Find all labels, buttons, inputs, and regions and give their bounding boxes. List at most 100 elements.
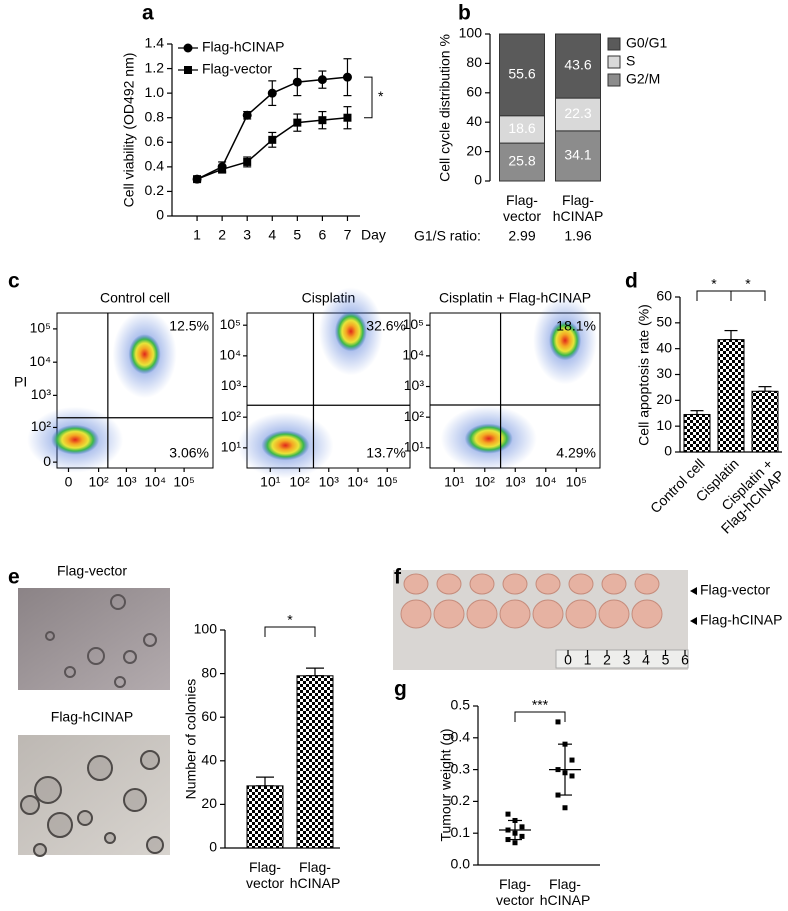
- legend-marker: [184, 66, 192, 74]
- text-line: hCINAP: [540, 892, 591, 908]
- x-tick-label: 4: [268, 227, 276, 243]
- image-title: Flag-hCINAP: [51, 709, 133, 725]
- colonies: [20, 750, 164, 857]
- y-tick-label: 10⁴: [29, 353, 51, 369]
- ruler-label: 0: [564, 652, 572, 668]
- x-tick-label: 1: [193, 227, 201, 243]
- x-tick-label: 10⁵: [566, 474, 587, 490]
- legend-label: S: [626, 53, 635, 69]
- significance-label: *: [745, 276, 751, 292]
- legend-label: Flag-hCINAP: [202, 39, 284, 55]
- tumour: [502, 573, 528, 595]
- image-title: Flag-vector: [57, 563, 127, 579]
- significance-bracket: [730, 290, 766, 301]
- marker: [268, 135, 277, 144]
- y-tick-label: 40: [201, 752, 217, 768]
- ruler-label: 6: [681, 652, 689, 668]
- y-tick-label: 60: [656, 288, 672, 304]
- marker: [267, 88, 277, 98]
- x-tick-label: 10⁴: [144, 474, 166, 490]
- value-label: 43.6: [564, 57, 591, 73]
- population-core: [464, 423, 513, 454]
- y-tick-label: 10¹: [404, 439, 425, 455]
- value-label: 18.6: [508, 120, 535, 136]
- x-tick-label: 10¹: [444, 474, 465, 490]
- ratio-label: G1/S ratio:: [414, 228, 481, 244]
- x-tick-label: 10²: [289, 474, 310, 490]
- x-tick-label: 10³: [319, 474, 340, 490]
- data-point: [562, 805, 568, 811]
- x-tick-label: Flag-vector: [246, 859, 284, 891]
- y-axis-label: Cell apoptosis rate (%): [636, 304, 652, 446]
- colony-photo: [18, 588, 170, 690]
- x-axis-label: Day: [361, 227, 386, 243]
- population-core: [334, 311, 367, 352]
- population-core: [261, 430, 310, 461]
- significance-bracket: [514, 711, 566, 722]
- y-tick-label: 0.6: [145, 133, 165, 149]
- data-point: [505, 811, 511, 817]
- photo-label: Flag-vector: [700, 582, 770, 598]
- y-tick-label: 10⁵: [220, 316, 241, 332]
- y-axis-label: Number of colonies: [183, 679, 199, 800]
- tumour: [499, 599, 531, 629]
- x-tick-label: 10²: [475, 474, 496, 490]
- y-tick-label: 0.4: [451, 729, 471, 745]
- y-tick-label: 0: [209, 839, 217, 855]
- tumour: [568, 573, 594, 595]
- x-tick-label: 7: [344, 227, 352, 243]
- tumour: [433, 599, 465, 629]
- x-tick-label: Flag-vector: [496, 876, 534, 908]
- y-tick-label: 20: [466, 142, 482, 158]
- text-line: Flag-: [549, 876, 581, 892]
- significance-bracket: [696, 290, 732, 301]
- quadrant-percent: 12.5%: [169, 318, 209, 334]
- y-tick-label: 0: [474, 172, 482, 188]
- legend-label: G2/M: [626, 71, 660, 87]
- x-tick-label: 3: [243, 227, 251, 243]
- tumour: [400, 599, 432, 629]
- y-tick-label: 10³: [221, 377, 242, 393]
- quadrant-percent: 13.7%: [366, 445, 406, 461]
- tumour: [436, 573, 462, 595]
- tumour: [634, 573, 660, 595]
- y-tick-label: 10²: [221, 408, 242, 424]
- legend-marker: [183, 43, 193, 53]
- y-tick-label: 0.2: [451, 792, 471, 808]
- tumour: [469, 573, 495, 595]
- legend-swatch: [607, 37, 621, 51]
- tumour: [403, 573, 429, 595]
- x-tick-label: 10³: [505, 474, 526, 490]
- legend-label: G0/G1: [626, 35, 667, 51]
- tumour: [565, 599, 597, 629]
- tumour: [601, 573, 627, 595]
- y-tick-label: 0.3: [451, 760, 471, 776]
- bar: [246, 785, 284, 849]
- data-point: [569, 773, 575, 779]
- x-tick-label: 10⁵: [173, 474, 194, 490]
- y-tick-label: 0.2: [145, 182, 165, 198]
- x-tick-label: 2: [218, 227, 226, 243]
- marker: [318, 116, 327, 125]
- y-tick-label: 0.8: [145, 108, 165, 124]
- y-tick-label: 60: [201, 708, 217, 724]
- ratio-value: 1.96: [564, 228, 591, 244]
- text-line: vector: [246, 875, 284, 891]
- marker: [243, 157, 252, 166]
- y-tick-label: 40: [656, 339, 672, 355]
- y-tick-label: 10⁴: [402, 347, 424, 363]
- bar-segment: [499, 142, 545, 182]
- x-tick-label: 5: [293, 227, 301, 243]
- ratio-value: 2.99: [508, 228, 535, 244]
- population-core: [51, 424, 100, 455]
- value-label: 25.8: [508, 153, 535, 169]
- population-core: [549, 320, 582, 361]
- x-tick-label: 6: [319, 227, 327, 243]
- text-line: Flag-: [249, 859, 281, 875]
- legend-swatch: [607, 73, 621, 87]
- y-tick-label: 10¹: [221, 439, 242, 455]
- tumour: [631, 599, 663, 629]
- y-axis-label: PI: [14, 374, 27, 390]
- text-line: hCINAP: [553, 208, 604, 224]
